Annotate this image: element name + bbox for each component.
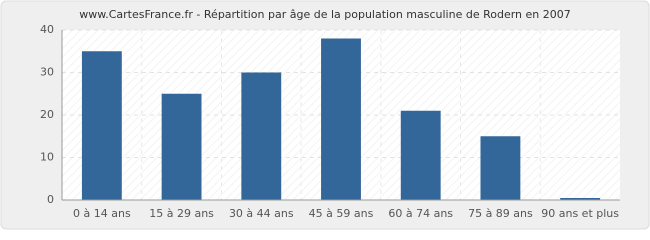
bar — [400, 110, 441, 200]
bar — [480, 136, 521, 200]
x-tick-label: 45 à 59 ans — [309, 207, 374, 220]
chart-title: www.CartesFrance.fr - Répartition par âg… — [79, 8, 571, 21]
y-tick-label: 10 — [40, 151, 54, 164]
y-tick-label: 40 — [40, 23, 54, 36]
chart: www.CartesFrance.fr - Répartition par âg… — [0, 0, 650, 230]
bar — [161, 93, 202, 200]
x-tick-label: 90 ans et plus — [541, 207, 619, 220]
x-tick-label: 15 à 29 ans — [149, 207, 214, 220]
bar — [241, 72, 282, 200]
bar — [560, 198, 601, 200]
x-tick-label: 0 à 14 ans — [73, 207, 131, 220]
x-tick-label: 60 à 74 ans — [388, 207, 453, 220]
y-tick-label: 0 — [47, 193, 54, 206]
y-tick-label: 30 — [40, 66, 54, 79]
y-tick-label: 20 — [40, 108, 54, 121]
bar — [321, 38, 361, 200]
x-tick-label: 30 à 44 ans — [229, 207, 294, 220]
bar — [81, 51, 122, 200]
x-tick-label: 75 à 89 ans — [468, 207, 533, 220]
